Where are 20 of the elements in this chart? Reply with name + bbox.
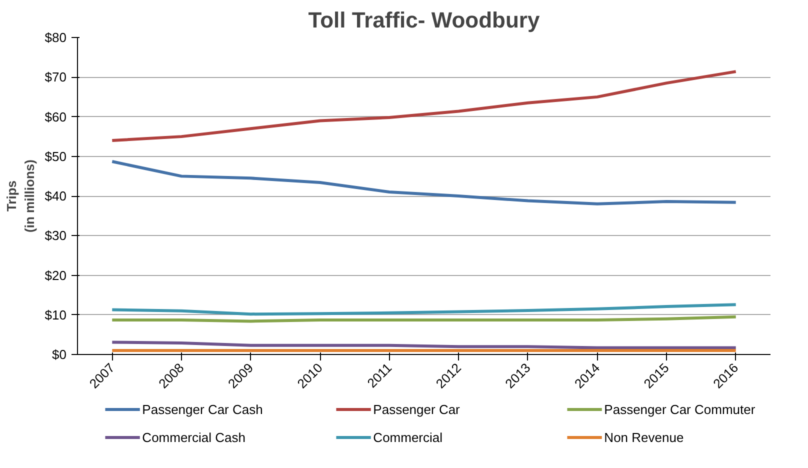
y-tick-label: $50	[44, 148, 67, 164]
legend-label: Non Revenue	[604, 430, 684, 445]
legend-label: Commercial	[373, 430, 443, 445]
y-tick-label: $20	[44, 268, 67, 283]
y-tick-label: $40	[44, 188, 67, 204]
line-series	[110, 160, 738, 206]
y-axis-title: Trips (in millions)	[4, 160, 37, 232]
legend-label: Commercial Cash	[142, 430, 246, 445]
y-tick-label: $70	[44, 70, 67, 85]
line-series	[110, 70, 738, 142]
chart-title: Toll Traffic- Woodbury	[308, 8, 540, 32]
legend-label: Passenger Car	[373, 402, 461, 417]
y-tick-label: $30	[44, 228, 67, 244]
legend-label: Passenger Car Commuter	[604, 402, 756, 417]
y-tick-label: $80	[44, 30, 67, 45]
y-tick-label: $60	[44, 109, 67, 124]
y-tick-label: $10	[44, 307, 67, 322]
line-series	[110, 303, 738, 316]
legend-label: Passenger Car Cash	[142, 402, 263, 417]
y-tick-label: $0	[52, 347, 67, 362]
